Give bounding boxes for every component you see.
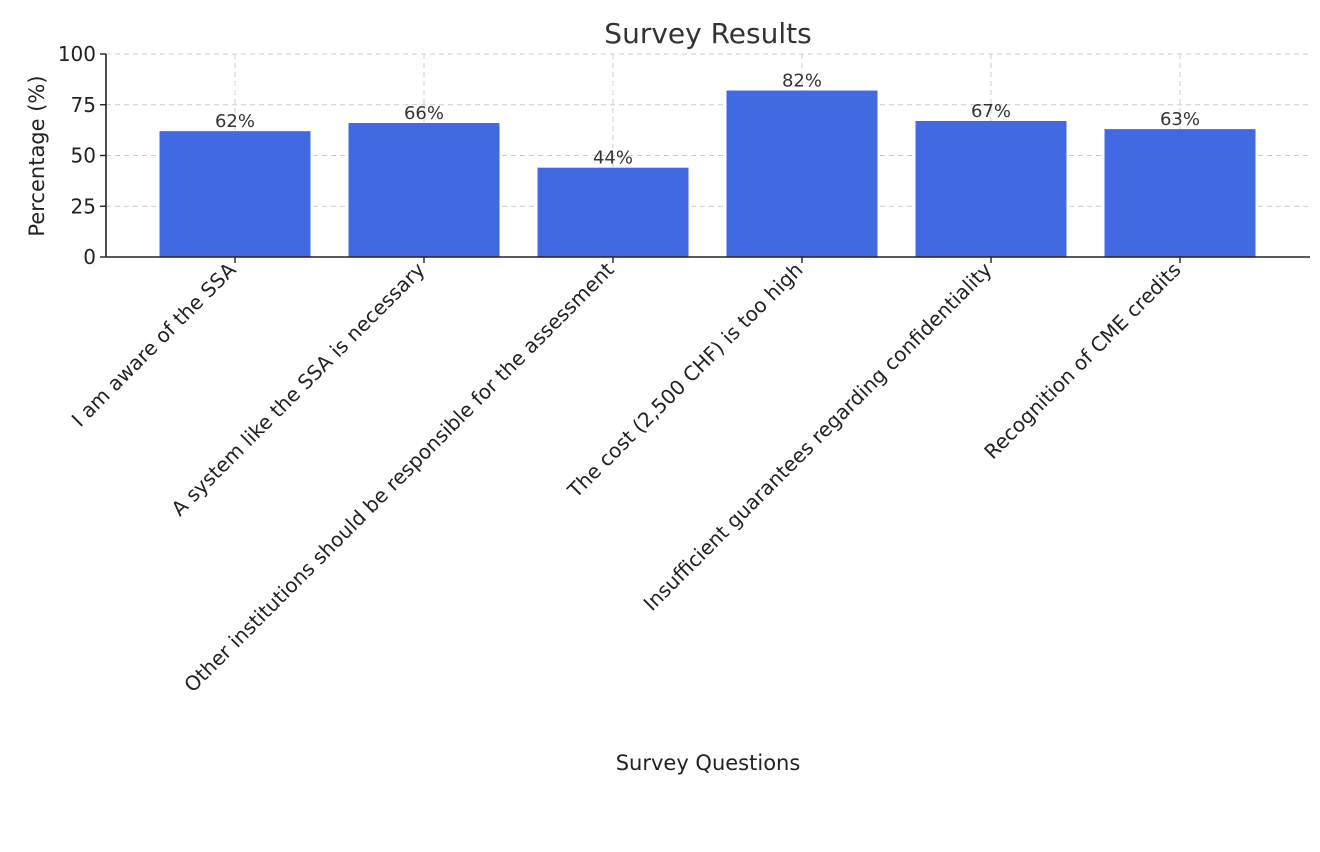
bar <box>915 120 1067 258</box>
bar-value-label: 63% <box>1160 109 1200 130</box>
y-tick-label: 100 <box>58 42 96 66</box>
y-tick-label: 0 <box>83 245 96 269</box>
bar <box>159 131 311 257</box>
bars <box>159 90 1256 258</box>
y-tick-label: 50 <box>71 144 96 168</box>
bar <box>348 123 500 258</box>
x-tick-label: Insufficient guarantees regarding confid… <box>639 257 997 615</box>
x-axis-label: Survey Questions <box>616 751 801 775</box>
x-tick-label: I am aware of the SSA <box>67 257 241 431</box>
bar-value-label: 67% <box>971 101 1011 122</box>
bar-value-label: 62% <box>215 111 255 132</box>
bar <box>1104 129 1256 257</box>
y-tick-label: 75 <box>71 93 96 117</box>
axes <box>100 53 1310 263</box>
bar-value-label: 44% <box>593 148 633 169</box>
bar <box>726 90 878 257</box>
x-tick-label: Other institutions should be responsible… <box>179 257 618 696</box>
x-tick-label: Recognition of CME credits <box>979 258 1185 464</box>
chart-title: Survey Results <box>604 17 811 50</box>
bar <box>537 167 689 257</box>
y-axis-label: Percentage (%) <box>25 75 49 236</box>
y-tick-label: 25 <box>71 194 96 218</box>
bar-value-label: 82% <box>782 71 822 92</box>
bar-value-label: 66% <box>404 103 444 124</box>
